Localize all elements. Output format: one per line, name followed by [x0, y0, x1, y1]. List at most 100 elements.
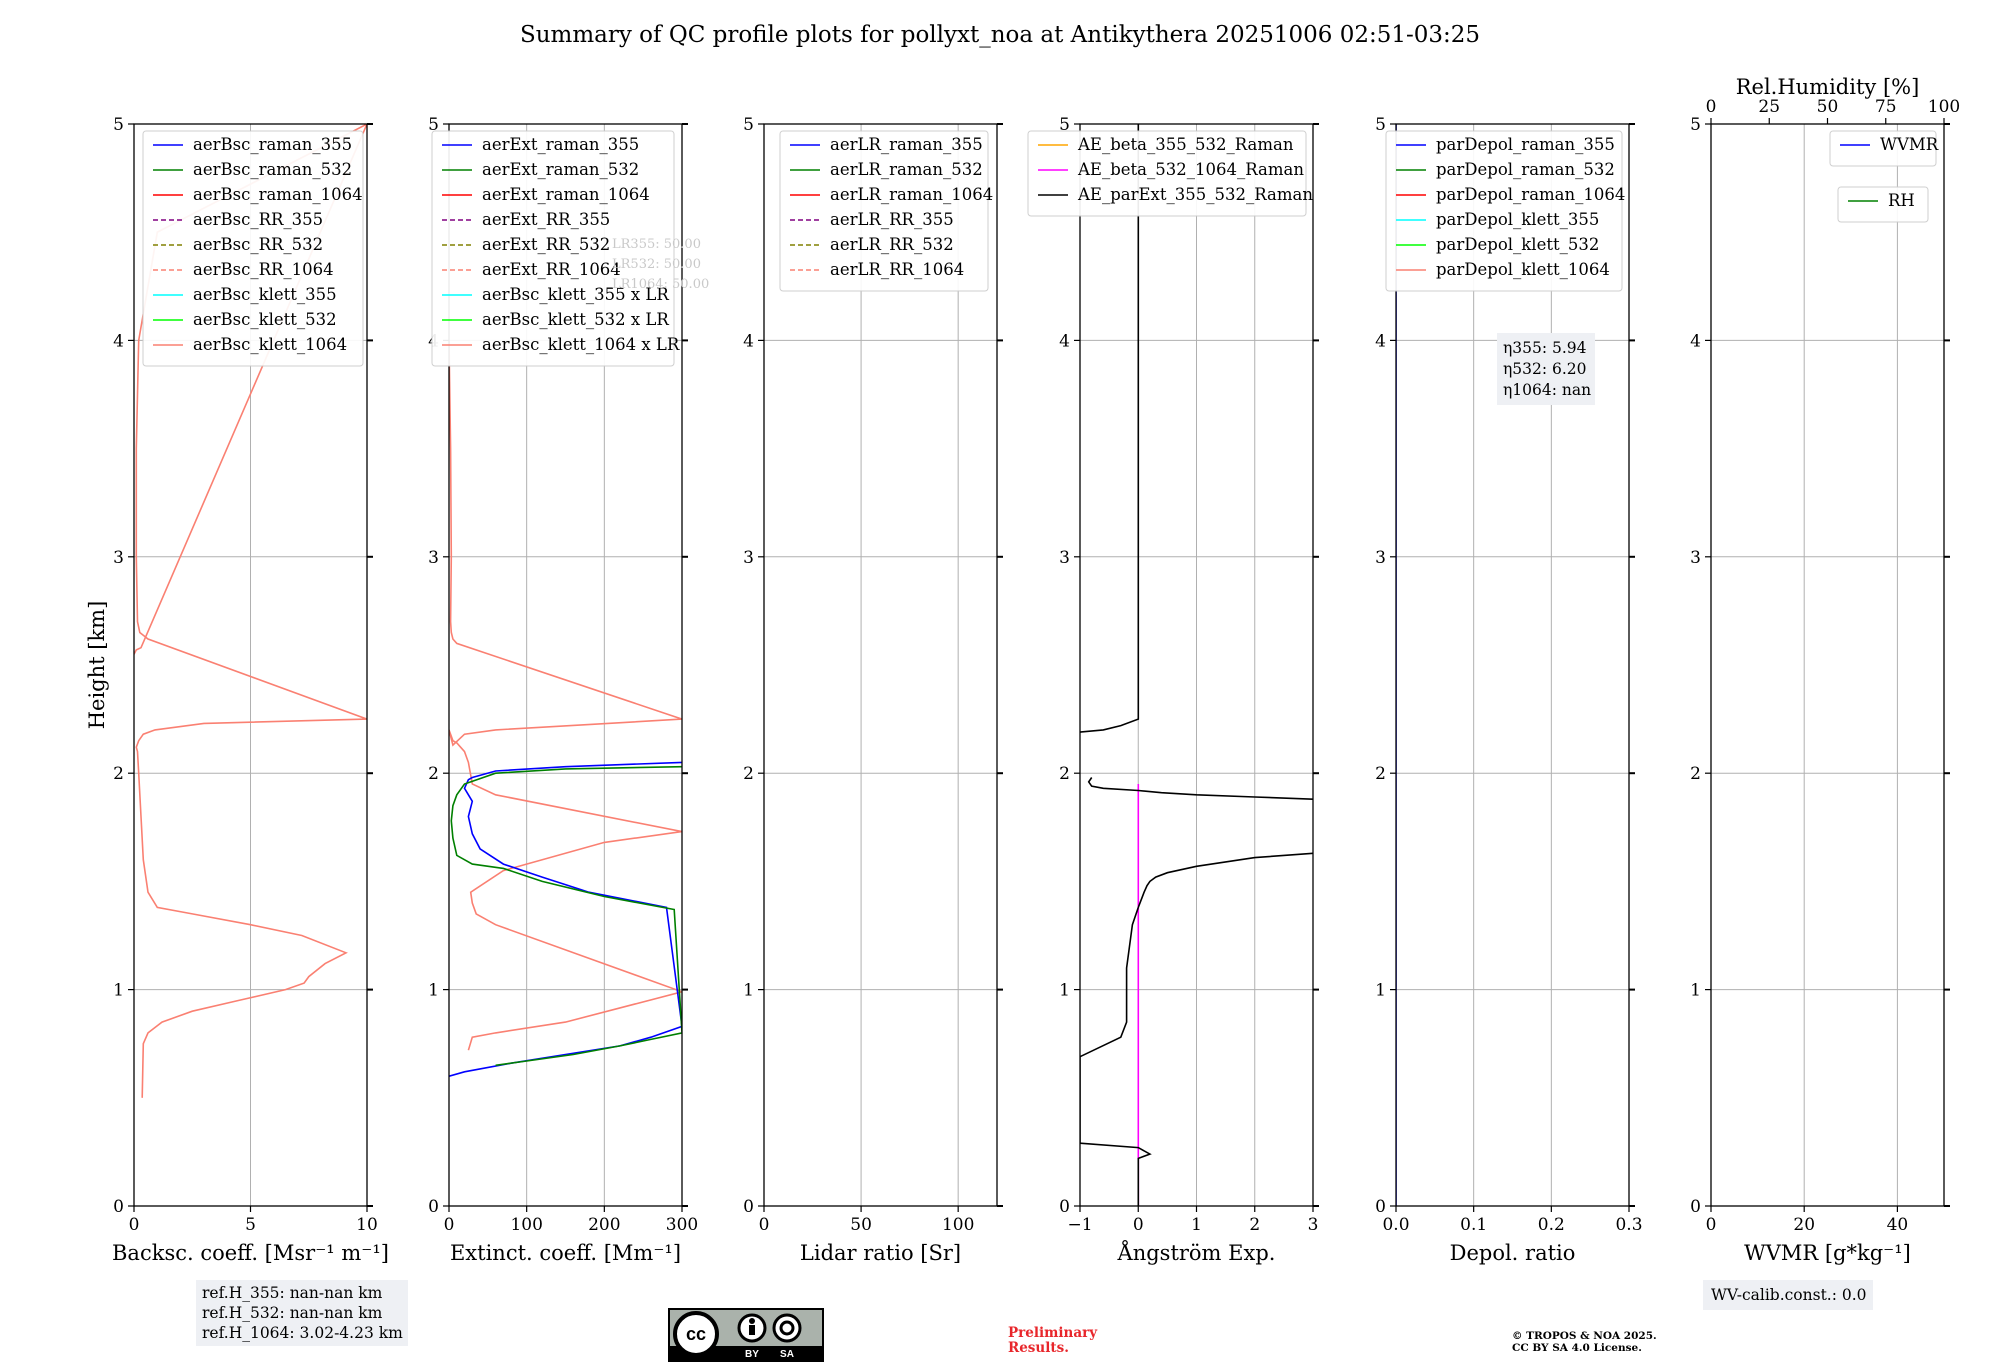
cc-icon: [673, 1311, 719, 1357]
xaxis-label-lr: Lidar ratio [Sr]: [800, 1241, 961, 1265]
legend-ext: aerExt_raman_355 aerExt_raman_532 aerExt_r…: [431, 130, 680, 367]
legend-label: aerLR_RR_1064: [830, 260, 964, 279]
xtick-label: 0: [129, 1215, 140, 1235]
legend-label: aerBsc_raman_1064: [193, 185, 363, 204]
ytick-label: 2: [113, 764, 124, 784]
xaxis-label-ae: Ångström Exp.: [1117, 1240, 1276, 1265]
xtick-label: 5: [245, 1215, 256, 1235]
legend-label: aerBsc_klett_355: [193, 285, 337, 304]
series-line-aerExt_raman_355: [449, 761, 682, 1077]
ytick-label: 1: [113, 981, 124, 1001]
legend-box: [431, 130, 675, 367]
preliminary-note: Preliminary Results.: [1008, 1326, 1097, 1356]
panel-depol: 0.0 0.1 0.2 0.3 0 1 2 3 4 5 Depol. ratio parDepol_r…: [1375, 115, 1642, 1265]
xtick-label: 0: [1706, 1215, 1717, 1235]
refh-line: ref.H_1064: 3.02-4.23 km: [202, 1324, 403, 1342]
ytick-label: 3: [1059, 548, 1070, 568]
copyright-line1: © TROPOS & NOA 2025.: [1512, 1330, 1657, 1342]
legend-label: aerExt_raman_1064: [482, 185, 650, 204]
cc-license-badge: cc BY SA: [668, 1308, 824, 1362]
ytick-label: 3: [428, 548, 439, 568]
xtick-label: 0.1: [1460, 1215, 1487, 1235]
legend-box: [1829, 130, 1937, 167]
legend-label: aerBsc_klett_532 x LR: [482, 310, 669, 329]
ytick-label: 4: [113, 331, 124, 351]
xtick-label: 10: [356, 1215, 378, 1235]
copyright-line2: CC BY SA 4.0 License.: [1512, 1342, 1642, 1354]
legend-lr: aerLR_raman_355 aerLR_raman_532 aerLR_rama…: [779, 130, 993, 292]
legend-label: aerExt_RR_532: [482, 235, 610, 254]
legend-label: aerBsc_klett_355 x LR: [482, 285, 669, 304]
ytick-label: 4: [1690, 331, 1701, 351]
ytick-label: 1: [743, 981, 754, 1001]
frame-ext: [448, 123, 683, 1207]
series-line-aerBsc_klett_1064 x LR: [449, 340, 682, 1051]
panel-lr: 0 50 100 0 1 2 3 4 5 Lidar ratio [Sr] aerLR_raman_…: [743, 115, 1003, 1265]
legend-box: [1837, 186, 1929, 223]
ytick-label: 2: [1059, 764, 1070, 784]
legend-box: [1385, 130, 1623, 292]
series-line-AE_parExt_355_532_Raman: [1080, 124, 1140, 733]
calib-box: [1703, 1280, 1873, 1310]
xtick-label: −1: [1067, 1215, 1092, 1235]
xaxis-label-depol: Depol. ratio: [1450, 1241, 1576, 1265]
xaxis-label-wv: WVMR [g*kg⁻¹]: [1744, 1241, 1911, 1265]
ytick-label: 1: [1690, 981, 1701, 1001]
ytick-label: 0: [428, 1197, 439, 1217]
preliminary-line1: Preliminary: [1008, 1325, 1098, 1341]
xtick-label: 40: [1887, 1215, 1909, 1235]
eta-line: η1064: nan: [1503, 381, 1591, 399]
legend-label: WVMR: [1880, 135, 1939, 154]
legend-label: AE_parExt_355_532_Raman: [1077, 185, 1313, 204]
xtick-label: 300: [666, 1215, 698, 1235]
xtick-label: 2: [1249, 1215, 1260, 1235]
ytick-label: 2: [1690, 764, 1701, 784]
xtick-label: 100: [510, 1215, 542, 1235]
xtick-label: 50: [850, 1215, 872, 1235]
xtick-label: 0.2: [1538, 1215, 1565, 1235]
legend-wv: WVMR: [1829, 130, 1939, 167]
legend-label: AE_beta_532_1064_Raman: [1077, 160, 1304, 179]
ytick-label: 3: [1375, 548, 1386, 568]
copyright-note: © TROPOS & NOA 2025. CC BY SA 4.0 Licens…: [1512, 1330, 1657, 1354]
sa-icon: [772, 1313, 802, 1343]
ytick-label: 0: [1375, 1197, 1386, 1217]
lr-annotation: LR1064: 50.00: [612, 277, 709, 292]
ytick-label: 0: [1690, 1197, 1701, 1217]
legend-label: parDepol_raman_1064: [1436, 185, 1625, 204]
legend-ae: AE_beta_355_532_Raman AE_beta_532_1064_Ra…: [1027, 130, 1313, 217]
xtick-label: 0: [444, 1215, 455, 1235]
xtick-label: 0: [759, 1215, 770, 1235]
lr-annotation: LR532: 50.00: [612, 257, 701, 272]
xtick-label: 20: [1793, 1215, 1815, 1235]
top-xtick-label: 25: [1758, 97, 1780, 117]
ytick-label: 0: [743, 1197, 754, 1217]
top-xtick-label: 0: [1706, 97, 1717, 117]
xtick-label: 0.0: [1382, 1215, 1409, 1235]
legend-label: aerBsc_raman_532: [193, 160, 352, 179]
xtick-label: 100: [942, 1215, 974, 1235]
refh-line: ref.H_355: nan-nan km: [202, 1284, 383, 1302]
legend-rh: RH: [1837, 186, 1929, 223]
legend-label: aerBsc_RR_355: [193, 210, 323, 229]
xaxis-label-bsc: Backsc. coeff. [Msr⁻¹ m⁻¹]: [112, 1241, 389, 1265]
legend-label: parDepol_klett_532: [1436, 235, 1599, 254]
eta-line: η532: 6.20: [1503, 360, 1587, 378]
series-group-ae: [1080, 124, 1313, 1206]
grid-wv: [1711, 124, 1944, 1206]
legend-label: aerLR_raman_532: [830, 160, 983, 179]
ytick-label: 1: [1059, 981, 1070, 1001]
ytick-label: 1: [428, 981, 439, 1001]
ytick-label: 5: [743, 115, 754, 135]
ytick-label: 5: [1375, 115, 1386, 135]
xtick-label: 0: [1133, 1215, 1144, 1235]
refh-box: [196, 1280, 408, 1346]
ytick-label: 2: [428, 764, 439, 784]
legend-label: parDepol_klett_1064: [1436, 260, 1610, 279]
grid-lr: [764, 124, 997, 1206]
xtick-label: 3: [1308, 1215, 1319, 1235]
series-line-AE_parExt_355_532_Raman: [1080, 852, 1313, 1206]
legend-label: aerBsc_raman_355: [193, 135, 352, 154]
series-line-AE_parExt_355_532_Raman: [1087, 777, 1313, 800]
